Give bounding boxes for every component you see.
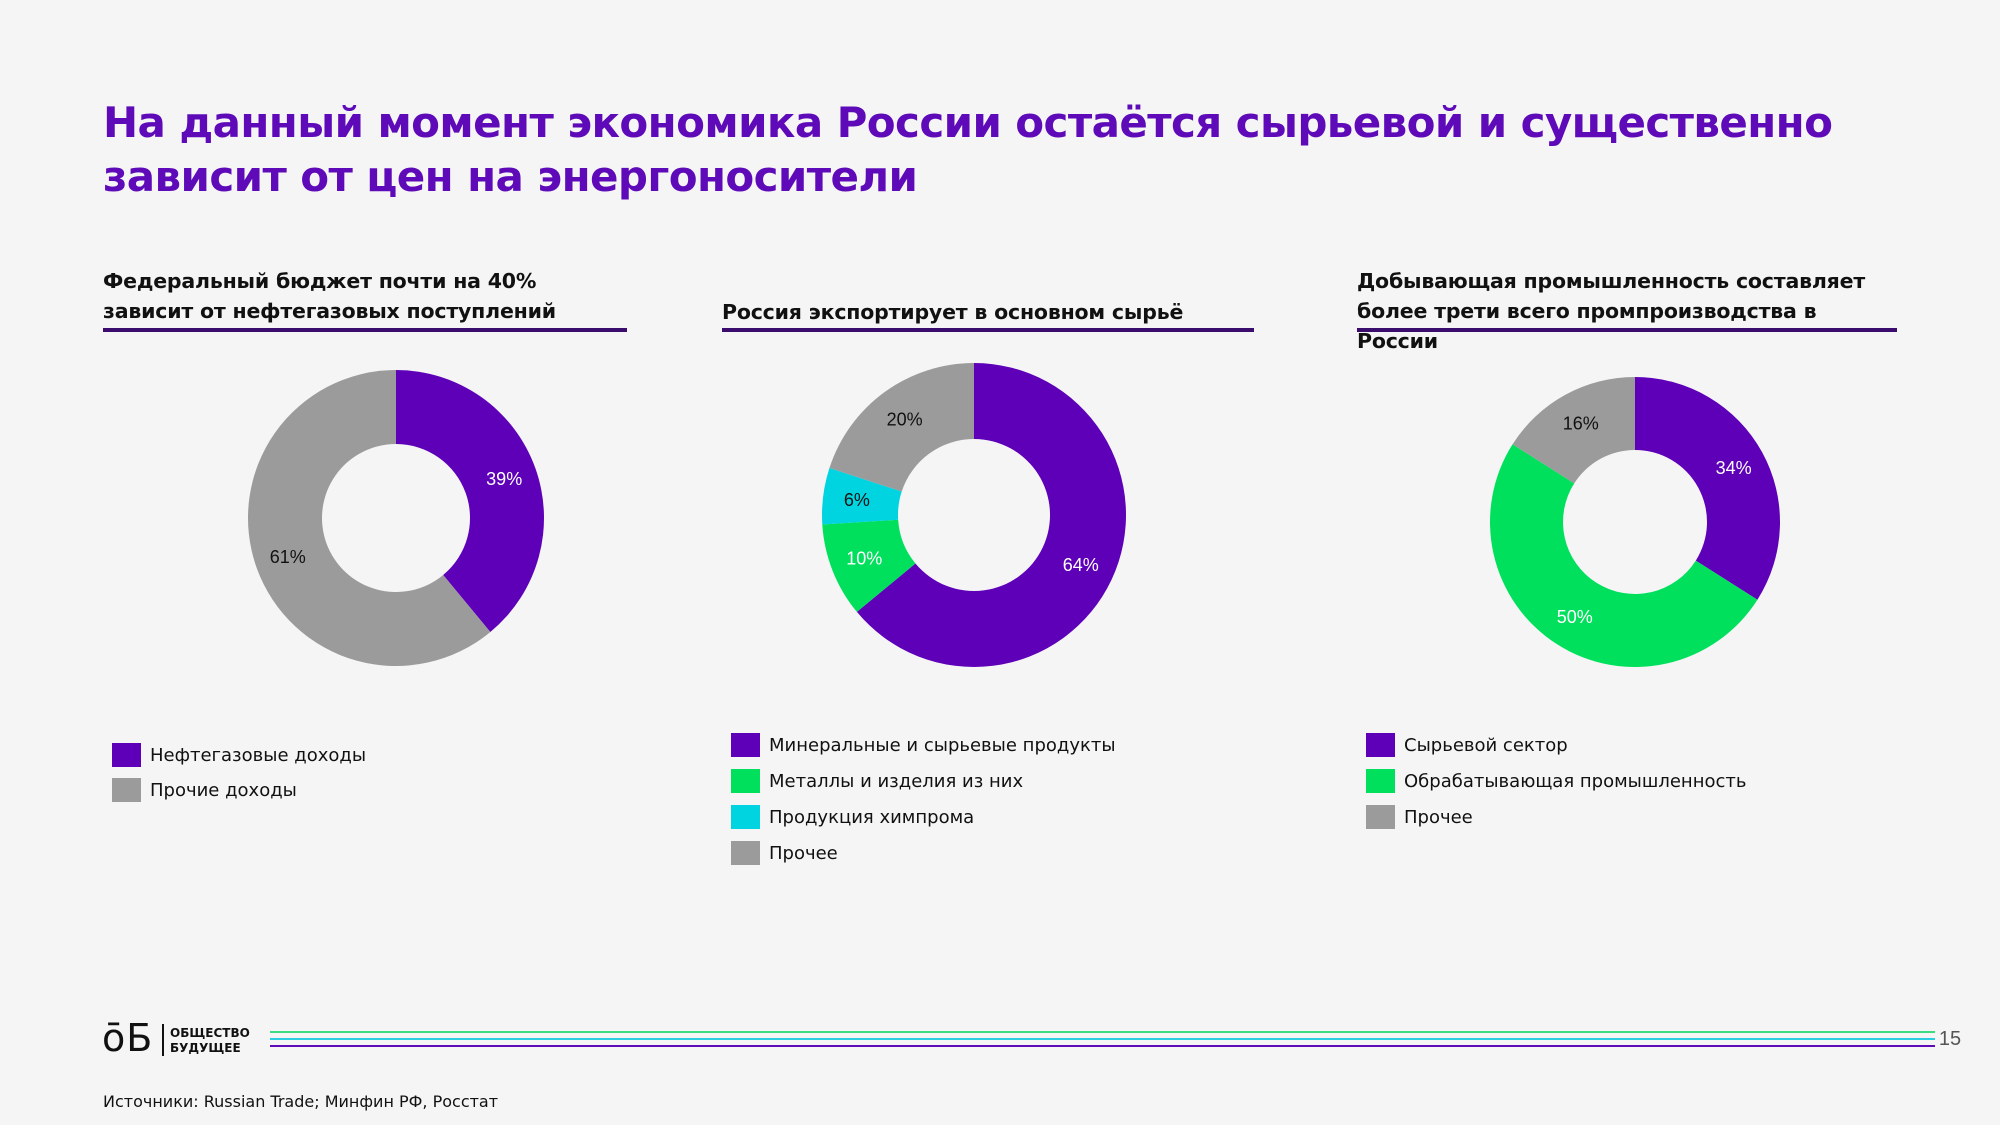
donut-slice-1 bbox=[822, 519, 916, 612]
legend-swatch bbox=[1366, 733, 1395, 757]
legend-label: Прочие доходы bbox=[150, 780, 297, 801]
legend-exports: Минеральные и сырьевые продукты Металлы и… bbox=[731, 733, 1251, 883]
logo-text-line2: БУДУЩЕЕ bbox=[170, 1041, 241, 1055]
donut-chart-budget: 39% 61% bbox=[248, 370, 544, 666]
legend-swatch bbox=[112, 743, 141, 767]
data-label-1: 61% bbox=[270, 547, 306, 567]
donut-slice-0 bbox=[856, 363, 1126, 667]
legend-swatch bbox=[1366, 805, 1395, 829]
chart-title-rule bbox=[1357, 328, 1897, 332]
legend-label: Продукция химпрома bbox=[769, 807, 975, 828]
legend-label: Металлы и изделия из них bbox=[769, 771, 1024, 792]
data-label-2: 6% bbox=[844, 490, 870, 510]
legend-swatch bbox=[731, 841, 760, 865]
footer-decorative-lines bbox=[270, 1031, 1935, 1052]
footer-line-green bbox=[270, 1031, 1935, 1033]
sources-note: Источники: Russian Trade; Минфин РФ, Рос… bbox=[103, 1092, 499, 1111]
chart-title-exports: Россия экспортирует в основном сырьё bbox=[722, 300, 1184, 324]
legend-industry: Сырьевой сектор Обрабатывающая промышленн… bbox=[1366, 733, 1886, 853]
logo-text: ОБЩЕСТВО БУДУЩЕЕ bbox=[170, 1026, 250, 1056]
legend-label: Минеральные и сырьевые продукты bbox=[769, 735, 1116, 756]
data-label-1: 50% bbox=[1557, 607, 1593, 627]
legend-swatch bbox=[1366, 769, 1395, 793]
legend-swatch bbox=[112, 778, 141, 802]
chart-title-rule bbox=[722, 328, 1254, 332]
legend-label: Прочее bbox=[769, 843, 838, 864]
chart-title-industry: Добывающая промышленность составляет бол… bbox=[1357, 269, 1866, 353]
chart-panel-budget: Федеральный бюджет почти на 40% зависит … bbox=[103, 0, 627, 820]
data-label-0: 39% bbox=[486, 469, 522, 489]
logo-text-line1: ОБЩЕСТВО bbox=[170, 1026, 250, 1040]
donut-slice-2 bbox=[822, 468, 902, 525]
chart-title-rule bbox=[103, 328, 627, 332]
chart-panel-exports: Россия экспортирует в основном сырьё 64%… bbox=[722, 0, 1254, 880]
logo-mark: ōБ bbox=[102, 1016, 154, 1060]
legend-budget: Нефтегазовые доходы Прочие доходы bbox=[112, 743, 612, 823]
donut-slice-0 bbox=[1635, 377, 1780, 600]
donut-slice-2 bbox=[1512, 377, 1635, 484]
donut-slice-1 bbox=[248, 370, 491, 666]
page-number: 15 bbox=[1938, 1028, 1962, 1050]
donut-slice-3 bbox=[829, 363, 974, 492]
slide-title: На данный момент экономика России остаёт… bbox=[103, 98, 1833, 201]
data-label-3: 20% bbox=[887, 410, 923, 430]
donut-chart-exports: 64% 10% 6% 20% bbox=[822, 363, 1126, 667]
legend-label: Нефтегазовые доходы bbox=[150, 745, 367, 766]
legend-label: Обрабатывающая промышленность bbox=[1404, 771, 1747, 792]
data-label-1: 10% bbox=[846, 548, 882, 568]
legend-swatch bbox=[731, 769, 760, 793]
logo-divider bbox=[162, 1024, 164, 1056]
chart-title-budget: Федеральный бюджет почти на 40% зависит … bbox=[103, 269, 556, 323]
chart-panel-industry: Добывающая промышленность составляет бол… bbox=[1357, 0, 1897, 880]
legend-label: Прочее bbox=[1404, 807, 1473, 828]
data-label-2: 16% bbox=[1563, 413, 1599, 433]
footer-line-purple bbox=[270, 1045, 1935, 1047]
donut-chart-industry: 34% 50% 16% bbox=[1490, 377, 1780, 667]
donut-slice-1 bbox=[1490, 444, 1758, 667]
data-label-0: 34% bbox=[1716, 458, 1752, 478]
footer-line-cyan bbox=[270, 1038, 1935, 1040]
legend-swatch bbox=[731, 805, 760, 829]
legend-label: Сырьевой сектор bbox=[1404, 735, 1568, 756]
data-label-0: 64% bbox=[1063, 555, 1099, 575]
legend-swatch bbox=[731, 733, 760, 757]
donut-slice-0 bbox=[396, 370, 544, 633]
